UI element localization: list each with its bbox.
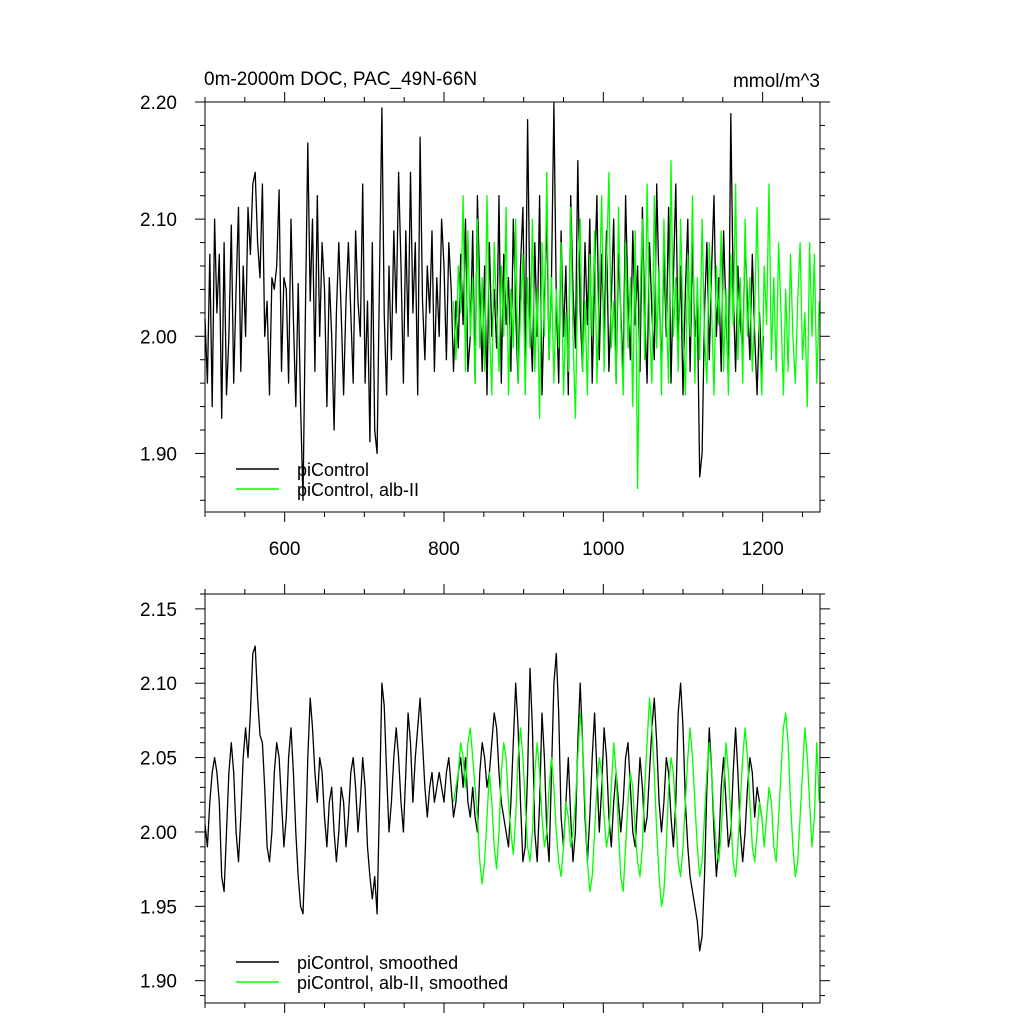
x-tick-label: 800 [428, 539, 460, 560]
y-tick-label: 2.00 [140, 823, 177, 844]
y-tick-label: 1.90 [140, 972, 177, 993]
y-tick-label: 2.15 [140, 600, 177, 621]
y-tick-label: 2.10 [140, 210, 177, 231]
x-tick-label: 600 [269, 539, 301, 560]
legend-label-picontrol-alb-ii-smoothed: piControl, alb-II, smoothed [297, 973, 508, 993]
bottom-panel: 1.90 1.95 2.00 2.05 2.10 2.15 [140, 584, 830, 1013]
y-tick-label: 2.10 [140, 674, 177, 695]
series-line-picontrol-smoothed [204, 645, 763, 952]
y-tick-label: 2.20 [140, 93, 177, 114]
legend-label-picontrol-smoothed: piControl, smoothed [297, 953, 458, 973]
chart-title: 0m-2000m DOC, PAC_49N-66N [204, 69, 477, 90]
y-tick-label: 1.90 [140, 444, 177, 465]
series-line-picontrol-alb-ii-smoothed [452, 697, 820, 907]
legend-label-picontrol: piControl [297, 460, 369, 480]
plot-frame [204, 101, 821, 513]
plot-frame [204, 593, 821, 1004]
units-label: mmol/m^3 [733, 71, 820, 92]
series-line-picontrol [204, 102, 765, 501]
x-tick-label: 1200 [742, 539, 784, 560]
y-tick-label: 1.95 [140, 897, 177, 918]
series-line-picontrol-alb-ii [452, 159, 820, 490]
legend-label-picontrol-alb-ii: piControl, alb-II [297, 480, 419, 500]
x-tick-label: 1000 [582, 539, 624, 560]
y-tick-label: 2.05 [140, 749, 177, 770]
top-panel: 600 800 1000 1200 1.90 2.00 2.10 2.20 [140, 92, 830, 560]
top-legend: piControl piControl, alb-II [236, 460, 419, 500]
y-tick-label: 2.00 [140, 327, 177, 348]
bottom-legend: piControl, smoothed piControl, alb-II, s… [236, 953, 508, 993]
